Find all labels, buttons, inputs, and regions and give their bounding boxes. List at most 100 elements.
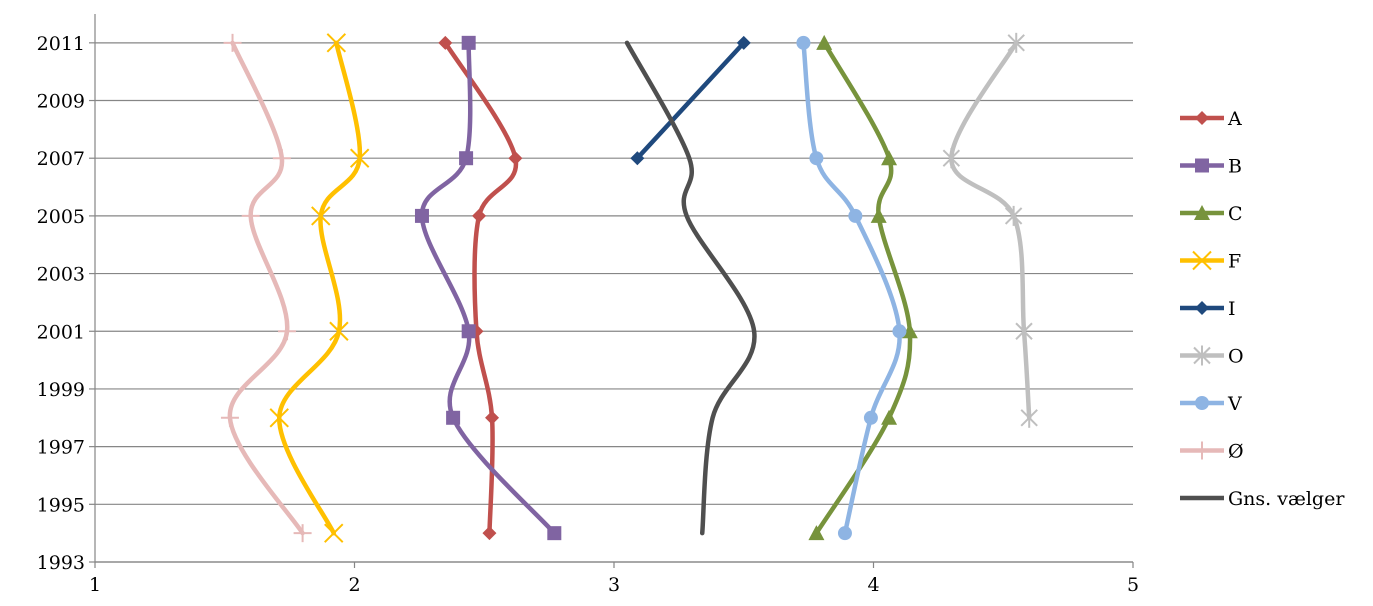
- series-8: [220, 33, 312, 543]
- series-8-point: [220, 408, 239, 427]
- legend-entry-2: B: [1180, 156, 1242, 178]
- series-6-line: [949, 40, 1032, 421]
- series-7: [796, 35, 907, 541]
- legend-entry-7: V: [1180, 393, 1242, 415]
- legend-entry-5: I: [1180, 298, 1236, 320]
- series-5: [630, 35, 751, 166]
- legend-entry-4: F: [1180, 251, 1241, 273]
- x-tick-label: 4: [867, 574, 879, 596]
- legend-entry-1: A: [1180, 108, 1242, 130]
- series-7-point: [796, 35, 811, 50]
- series-6-point: [1007, 32, 1025, 53]
- series-3-point: [901, 323, 918, 339]
- series-8-point: [272, 149, 291, 168]
- legend-swatch-marker: [1193, 345, 1211, 366]
- y-tick-label: 1997: [37, 437, 85, 459]
- y-tick-label: 1999: [37, 379, 85, 401]
- legend-entry-6: O: [1180, 345, 1244, 368]
- series-9-line: [624, 40, 757, 536]
- y-tick-label: 2011: [37, 33, 85, 55]
- y-tick-label: 2005: [37, 206, 85, 228]
- legend-swatch-marker: [1195, 111, 1209, 125]
- series-5-point: [736, 35, 751, 50]
- legend-entry-8: Ø: [1180, 441, 1244, 463]
- series-5-line: [635, 40, 746, 161]
- legend: A B C F I O V Ø Gns. vælger: [1180, 108, 1345, 510]
- series-1-line: [443, 40, 519, 536]
- series-3-point: [808, 525, 825, 541]
- series-2-point: [414, 208, 429, 223]
- x-tick-label: 3: [608, 574, 620, 596]
- x-tick-label: 2: [348, 574, 360, 596]
- x-tick-label: 5: [1127, 574, 1139, 596]
- series-2-point: [461, 35, 476, 50]
- series-lines: [220, 32, 1038, 543]
- series-1-point: [472, 208, 487, 223]
- series-8-point: [293, 524, 312, 543]
- series-3: [808, 34, 918, 541]
- y-tick-label: 1993: [37, 552, 85, 574]
- y-tick-label: 2009: [37, 91, 85, 113]
- series-1-point: [482, 526, 497, 541]
- series-2-point: [461, 324, 476, 339]
- series-8-point: [278, 322, 297, 341]
- y-tick-label: 1995: [37, 494, 85, 516]
- series-6-point: [1004, 205, 1023, 226]
- series-6-point: [942, 148, 961, 169]
- series-8-point: [223, 33, 242, 52]
- y-tick-label: 2001: [37, 321, 85, 343]
- legend-entry-3: C: [1180, 203, 1243, 225]
- series-3-line: [814, 40, 913, 536]
- series-3-point: [881, 150, 898, 166]
- series-4: [269, 33, 370, 543]
- series-6: [942, 32, 1038, 428]
- series-6-point: [1020, 407, 1038, 428]
- series-4-point: [349, 148, 370, 168]
- legend-label: O: [1228, 346, 1244, 368]
- series-7-point: [863, 410, 878, 425]
- legend-label: V: [1227, 393, 1242, 415]
- series-4-point: [329, 321, 349, 341]
- legend-entry-9: Gns. vælger: [1180, 488, 1345, 510]
- series-7-point: [848, 208, 863, 223]
- series-2-point: [459, 151, 474, 166]
- legend-swatch-marker: [1195, 158, 1209, 173]
- series-6-point: [1015, 321, 1033, 342]
- legend-swatch-marker: [1195, 396, 1209, 410]
- series-4-point: [311, 206, 331, 226]
- series-2-line: [419, 40, 557, 536]
- series-9: [624, 40, 757, 536]
- series-2: [414, 35, 562, 541]
- legend-swatch-marker: [1195, 301, 1209, 315]
- legend-swatch-marker: [1192, 250, 1212, 271]
- series-4-line: [276, 40, 363, 536]
- legend-label: Gns. vælger: [1228, 488, 1345, 510]
- legend-label: I: [1228, 298, 1236, 320]
- series-7-point: [892, 324, 907, 339]
- legend-label: F: [1228, 251, 1241, 273]
- series-8-line: [227, 40, 305, 536]
- series-5-point: [630, 151, 645, 166]
- series-7-line: [801, 40, 902, 536]
- legend-swatch-marker: [1194, 205, 1210, 220]
- series-2-point: [446, 410, 461, 425]
- series-3-point: [816, 34, 833, 50]
- y-tick-label: 2007: [37, 148, 85, 170]
- series-3-point: [881, 409, 898, 425]
- x-tick-label: 1: [89, 574, 101, 596]
- series-7-point: [809, 151, 824, 166]
- gridlines: [95, 42, 1133, 563]
- legend-label: A: [1227, 108, 1242, 130]
- series-1-point: [508, 151, 523, 166]
- series-1: [438, 35, 523, 541]
- series-3-point: [870, 207, 887, 223]
- series-7-point: [837, 526, 852, 541]
- series-4-point: [326, 33, 347, 53]
- series-1-point: [485, 410, 500, 425]
- axes: 1993 1995 1997 1999 2001 2003 2005 2007 2009 2011…: [37, 14, 1139, 596]
- legend-label: B: [1228, 156, 1242, 178]
- series-4-point: [269, 408, 289, 428]
- series-8-point: [241, 206, 260, 225]
- legend-swatch-marker: [1193, 441, 1211, 460]
